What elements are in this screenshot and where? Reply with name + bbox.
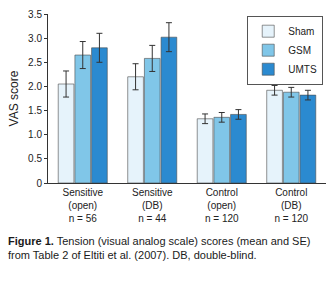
svg-text:GSM: GSM [288, 45, 311, 56]
svg-text:Sham: Sham [288, 26, 314, 37]
svg-text:Control(DB)n = 120: Control(DB)n = 120 [274, 187, 308, 224]
svg-text:1.0: 1.0 [28, 129, 42, 140]
svg-text:3.5: 3.5 [28, 9, 42, 20]
svg-text:1.5: 1.5 [28, 105, 42, 116]
svg-text:Sensitive(DB)n = 44: Sensitive(DB)n = 44 [132, 187, 173, 224]
svg-text:Control(open)n = 120: Control(open)n = 120 [205, 187, 239, 224]
svg-text:3.0: 3.0 [28, 33, 42, 44]
html-text:Figure 1. Tension (visual anal: Figure 1. Tension (visual analog scale) … [8, 235, 311, 261]
svg-text:2.0: 2.0 [28, 81, 42, 92]
svg-text:0.5: 0.5 [28, 153, 42, 164]
svg-text:2.5: 2.5 [28, 57, 42, 68]
svg-text:Sensitive(open)n = 56: Sensitive(open)n = 56 [62, 187, 103, 224]
svg-text:0: 0 [36, 178, 42, 189]
svg-text:UMTS: UMTS [288, 64, 317, 75]
svg-text:VAS score: VAS score [7, 70, 21, 126]
